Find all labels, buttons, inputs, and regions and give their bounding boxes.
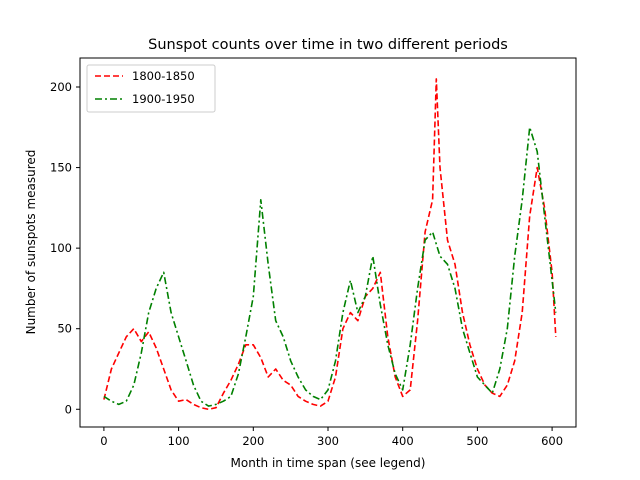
x-tick-label: 400 (392, 434, 414, 448)
y-tick-label: 50 (57, 322, 72, 336)
legend-label-1800-1850: 1800-1850 (132, 69, 195, 83)
plot-area (103, 78, 557, 411)
y-tick-label: 150 (50, 161, 72, 175)
x-tick-label: 500 (466, 434, 488, 448)
y-axis: 0 50 100 150 200 (50, 80, 80, 416)
y-tick-label: 0 (65, 402, 72, 416)
x-tick-label: 100 (168, 434, 190, 448)
x-axis: 0 100 200 300 400 500 600 (100, 427, 563, 448)
x-axis-label: Month in time span (see legend) (231, 456, 426, 470)
x-tick-label: 200 (242, 434, 264, 448)
series-line-1800-1850 (103, 78, 557, 411)
x-tick-label: 600 (541, 434, 563, 448)
y-tick-label: 100 (50, 241, 72, 255)
x-tick-label: 0 (100, 434, 107, 448)
legend: 1800-1850 1900-1950 (86, 64, 216, 113)
chart-title: Sunspot counts over time in two differen… (148, 37, 508, 53)
y-axis-label: Number of sunspots measured (24, 150, 38, 335)
x-tick-label: 300 (317, 434, 339, 448)
legend-label-1900-1950: 1900-1950 (132, 92, 195, 106)
series-line-1900-1950 (103, 126, 557, 407)
y-tick-label: 200 (50, 80, 72, 94)
